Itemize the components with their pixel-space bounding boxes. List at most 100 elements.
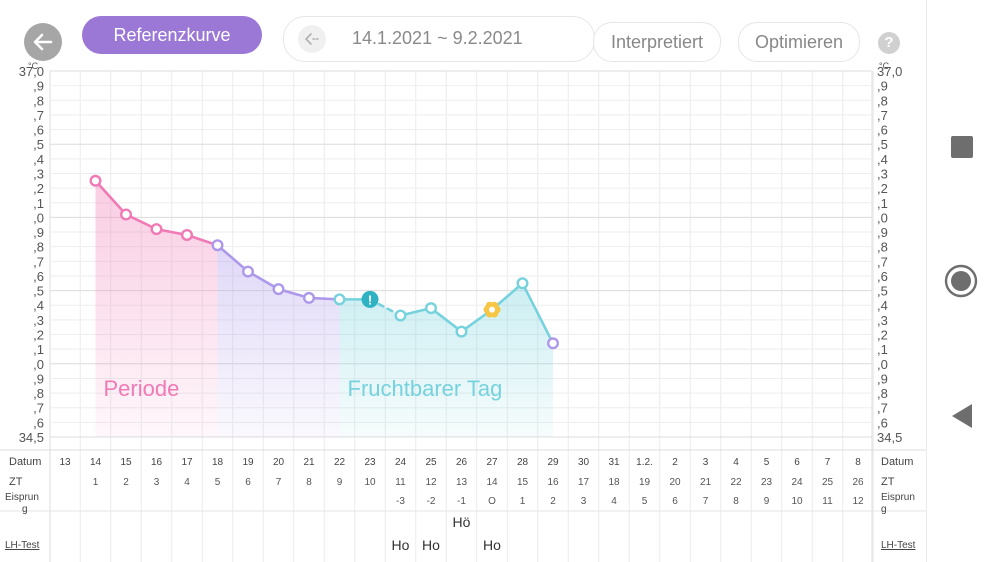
y-tick-label-right: ,4 (877, 298, 888, 313)
y-tick-label-right: ,9 (877, 79, 888, 94)
cycle-day-label: 1 (93, 477, 99, 488)
date-tick-label: 21 (303, 457, 315, 468)
arrow-left-icon (33, 33, 53, 51)
help-icon[interactable]: ? (878, 32, 900, 54)
temperature-point (211, 239, 224, 252)
date-tick-label: 4 (733, 457, 739, 468)
back-triangle-icon[interactable] (950, 403, 974, 429)
ovulation-day-label: 12 (852, 496, 864, 507)
cycle-day-label: 3 (154, 477, 160, 488)
y-tick-label-right: ,0 (877, 210, 888, 225)
date-tick-label: 6 (794, 457, 800, 468)
recent-apps-icon[interactable] (951, 136, 973, 158)
ovulation-day-label: 6 (672, 496, 678, 507)
cycle-day-label: 10 (364, 477, 376, 488)
row-label-cycle-day: ZT (9, 476, 23, 488)
region-label-fertile: Fruchtbarer Tag (348, 376, 503, 401)
date-tick-label: 25 (425, 457, 437, 468)
y-tick-label-left: ,8 (33, 386, 44, 401)
date-tick-label: 15 (120, 457, 132, 468)
temperature-point (303, 291, 316, 304)
y-tick-label-left: ,5 (33, 284, 44, 299)
interpreted-button[interactable]: Interpretiert (593, 22, 721, 62)
collapse-icon[interactable] (298, 25, 326, 53)
ovulation-day-label: -2 (427, 496, 436, 507)
y-tick-label-right: ,9 (877, 371, 888, 386)
ovulation-day-label: 11 (822, 496, 833, 507)
ovulation-day-label: 2 (550, 496, 556, 507)
cycle-day-label: 23 (761, 477, 773, 488)
y-tick-label-left: ,4 (33, 298, 44, 313)
cycle-day-label: 11 (395, 477, 406, 488)
cycle-day-label: 14 (486, 477, 498, 488)
cycle-day-label: 7 (276, 477, 282, 488)
y-tick-label-left: ,9 (33, 371, 44, 386)
temperature-point (150, 223, 163, 236)
cycle-day-label: 21 (700, 477, 712, 488)
home-icon[interactable] (944, 264, 978, 298)
row-label-ovulation-right-cont: g (881, 504, 887, 515)
y-unit-label-right: °C (879, 61, 890, 71)
temperature-point (516, 277, 529, 290)
y-tick-label-left: ,6 (33, 415, 44, 430)
temperature-point (425, 302, 438, 315)
ovulation-day-label: -3 (396, 496, 405, 507)
y-tick-label-right: ,2 (877, 181, 888, 196)
row-label-lh-right: LH-Test (881, 540, 916, 551)
y-tick-label-left: 34,5 (19, 430, 44, 445)
warning-icon-mark: ! (368, 292, 372, 307)
temperature-point (547, 337, 560, 350)
date-range-selector[interactable]: 14.1.2021 ~ 9.2.2021 (283, 16, 595, 62)
y-tick-label-left: ,3 (33, 313, 44, 328)
date-tick-label: 26 (456, 457, 468, 468)
optimize-button[interactable]: Optimieren (738, 22, 860, 62)
ovulation-day-label: 5 (642, 496, 648, 507)
date-tick-label: 2 (672, 457, 678, 468)
cycle-day-label: 22 (730, 477, 742, 488)
cycle-day-label: 19 (639, 477, 651, 488)
date-tick-label: 28 (517, 457, 529, 468)
cycle-day-label: 25 (822, 477, 834, 488)
date-tick-label: 20 (273, 457, 285, 468)
cycle-day-label: 20 (669, 477, 681, 488)
temperature-point (394, 309, 407, 322)
date-tick-label: 23 (364, 457, 376, 468)
row-label-cycle-day-right: ZT (881, 476, 895, 488)
y-tick-label-right: ,4 (877, 152, 888, 167)
row-label-date: Datum (9, 456, 41, 468)
y-tick-label-left: ,6 (33, 269, 44, 284)
y-tick-label-left: ,9 (33, 79, 44, 94)
y-tick-label-right: ,6 (877, 415, 888, 430)
cycle-day-label: 12 (425, 477, 437, 488)
date-tick-label: 14 (90, 457, 102, 468)
back-button[interactable] (24, 23, 62, 61)
temperature-point (241, 265, 254, 278)
temperature-point (180, 228, 193, 241)
lh-test-result: Hö (453, 514, 471, 530)
row-label-lh: LH-Test (5, 540, 40, 551)
cycle-day-label: 8 (306, 477, 312, 488)
cycle-day-label: 26 (852, 477, 864, 488)
reference-curve-button[interactable]: Referenzkurve (82, 16, 262, 54)
date-tick-label: 27 (486, 457, 498, 468)
date-tick-label: 18 (212, 457, 224, 468)
y-tick-label-right: ,8 (877, 386, 888, 401)
cycle-day-label: 9 (337, 477, 343, 488)
y-tick-label-right: ,5 (877, 137, 888, 152)
date-tick-label: 5 (764, 457, 770, 468)
y-tick-label-left: ,8 (33, 240, 44, 255)
date-range-text: 14.1.2021 ~ 9.2.2021 (352, 28, 523, 48)
date-tick-label: 7 (825, 457, 831, 468)
y-tick-label-right: ,8 (877, 240, 888, 255)
y-tick-label-right: ,6 (877, 123, 888, 138)
cycle-day-label: 15 (517, 477, 529, 488)
temperature-line-segment (216, 243, 250, 273)
ovulation-day-label: O (488, 496, 496, 507)
y-tick-label-right: ,3 (877, 313, 888, 328)
y-tick-label-left: ,1 (33, 342, 44, 357)
y-tick-label-right: ,7 (877, 401, 888, 416)
temperature-chart[interactable]: 34,5 34,5,6,6,7,7,8,8,9,9,0,0,1,1,2,2,3,3… (0, 0, 926, 562)
cycle-day-label: 18 (608, 477, 620, 488)
temperature-line-segment (94, 179, 128, 216)
region-post-area (217, 245, 340, 437)
